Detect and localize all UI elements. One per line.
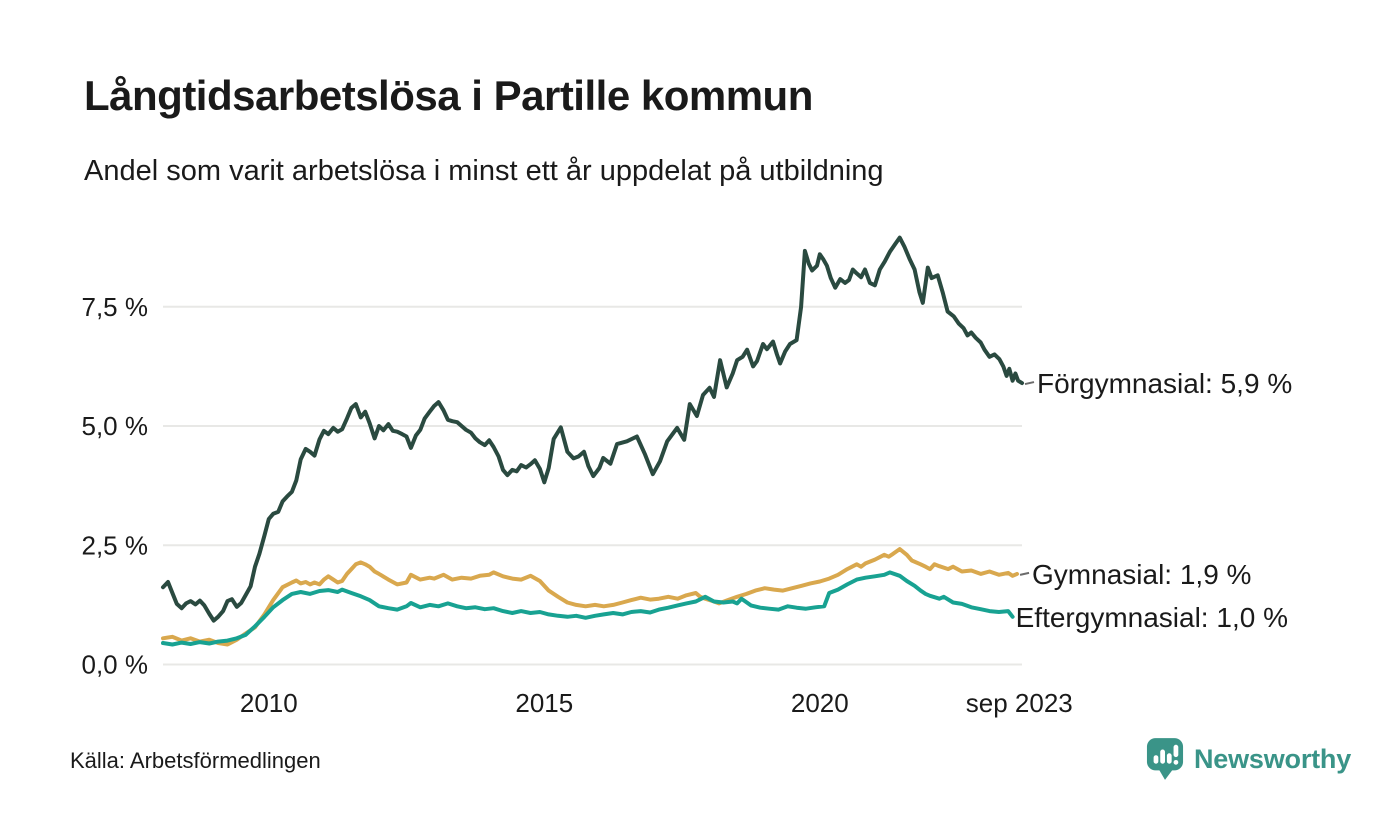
series-lines bbox=[161, 235, 1024, 647]
series-end-label-förgymnasial: Förgymnasial: 5,9 % bbox=[1037, 368, 1292, 399]
source-note: Källa: Arbetsförmedlingen bbox=[70, 748, 321, 773]
y-tick-label: 7,5 % bbox=[82, 292, 149, 322]
series-line-förgymnasial bbox=[161, 235, 1024, 623]
series-line-gymnasial bbox=[161, 547, 1019, 647]
x-tick-label: 2010 bbox=[240, 688, 298, 718]
label-connector-dash bbox=[1024, 381, 1035, 386]
page-subtitle: Andel som varit arbetslösa i minst ett å… bbox=[84, 155, 884, 187]
x-tick-label: sep 2023 bbox=[966, 688, 1073, 718]
brand-name: Newsworthy bbox=[1194, 743, 1352, 774]
series-end-label-eftergymnasial: Eftergymnasial: 1,0 % bbox=[1016, 602, 1288, 633]
y-tick-label: 2,5 % bbox=[82, 530, 149, 560]
series-end-label-gymnasial: Gymnasial: 1,9 % bbox=[1032, 559, 1251, 590]
y-tick-label: 5,0 % bbox=[82, 411, 149, 441]
label-connector-dash bbox=[1019, 571, 1030, 576]
brand-logo: Newsworthy bbox=[1146, 737, 1351, 781]
x-tick-label: 2020 bbox=[791, 688, 849, 718]
newsworthy-icon bbox=[1146, 738, 1184, 780]
series-line-eftergymnasial bbox=[161, 570, 1015, 647]
y-axis-labels: 7,5 % 5,0 % 2,5 % 0,0 % bbox=[82, 292, 149, 680]
gridlines bbox=[163, 305, 1022, 666]
y-tick-label: 0,0 % bbox=[82, 650, 149, 680]
series-end-labels: Förgymnasial: 5,9 % Gymnasial: 1,9 % Efter… bbox=[1016, 368, 1293, 633]
x-axis-labels: 2010 2015 2020 sep 2023 bbox=[240, 688, 1073, 718]
page-title: Långtidsarbetslösa i Partille kommun bbox=[84, 72, 813, 119]
x-tick-label: 2015 bbox=[515, 688, 573, 718]
